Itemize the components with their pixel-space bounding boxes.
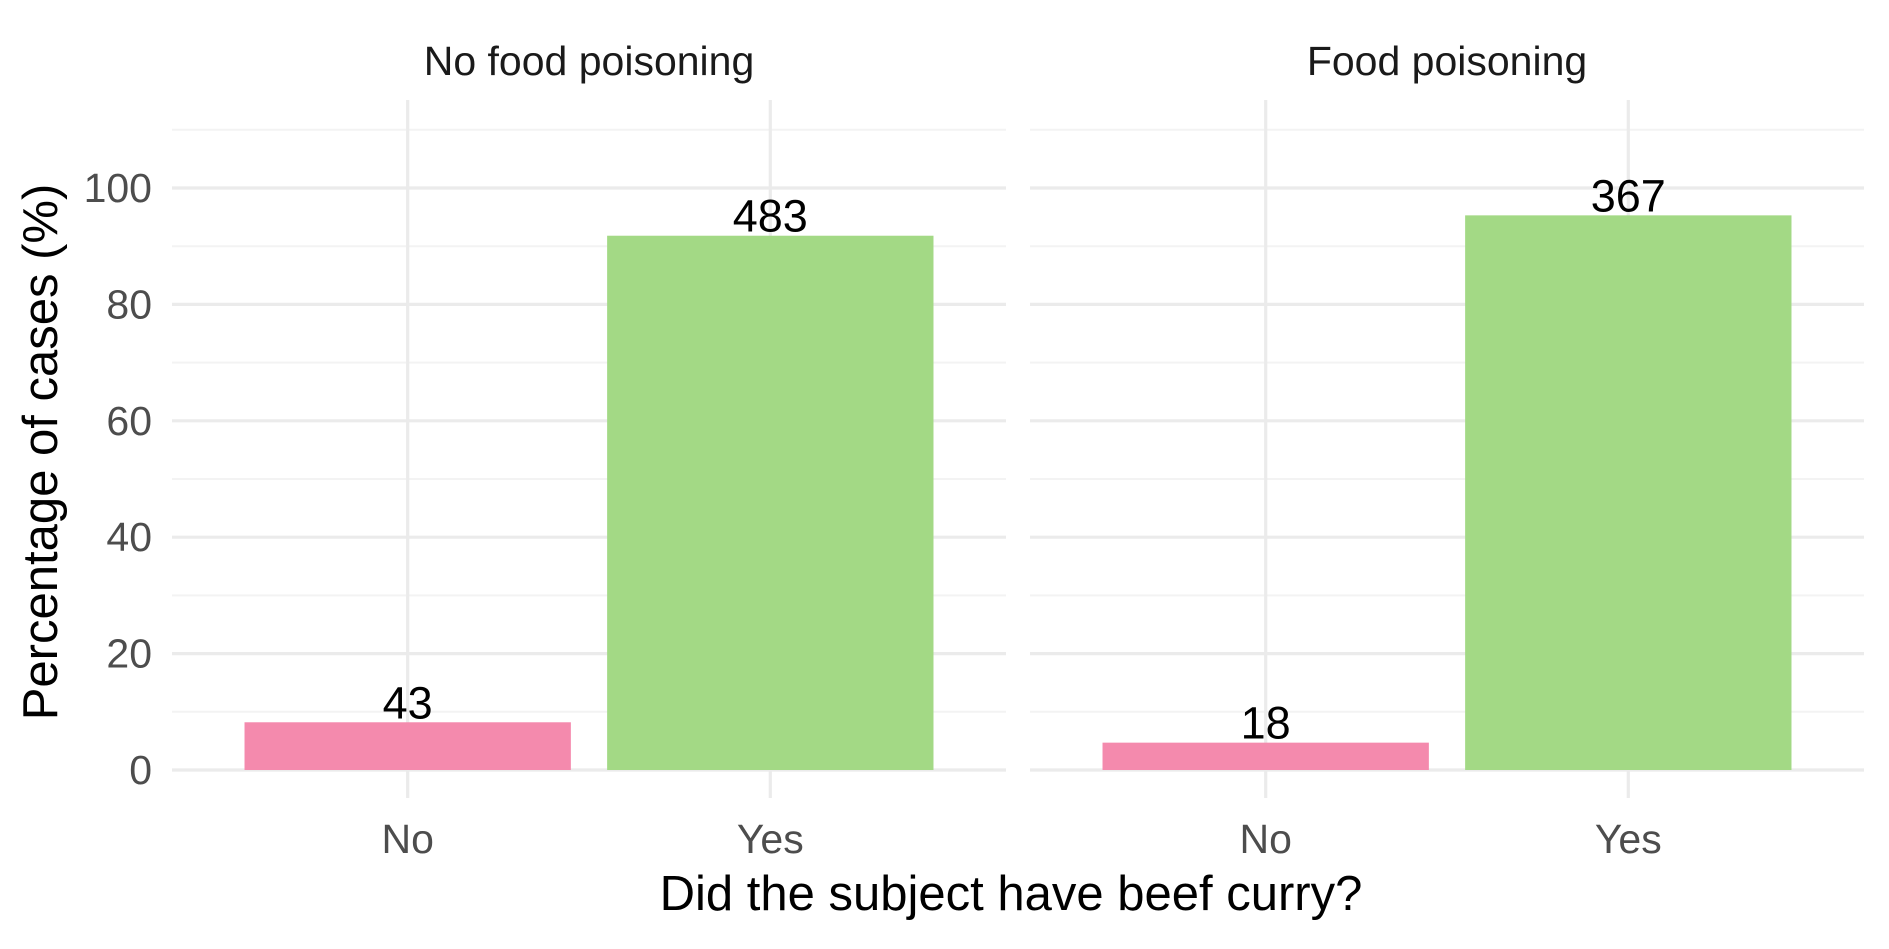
x-tick-label: No (1239, 816, 1291, 862)
bar-no (244, 722, 571, 770)
facet-titles: No food poisoning Food poisoning (424, 38, 1587, 84)
bar-label: 18 (1241, 698, 1291, 749)
x-tick-label: Yes (737, 816, 804, 862)
bar-yes (607, 235, 934, 770)
bar-label: 483 (733, 191, 808, 242)
y-tick-label: 0 (129, 747, 152, 793)
x-axis-title: Did the subject have beef curry? (660, 867, 1363, 921)
bars (244, 215, 1792, 770)
y-tick-label: 20 (106, 631, 152, 677)
bar-yes (1465, 215, 1792, 770)
x-axis-ticks: No Yes No Yes (381, 816, 1661, 862)
x-tick-label: No (381, 816, 433, 862)
y-axis-ticks: 0 20 40 60 80 100 (84, 165, 152, 793)
y-tick-label: 60 (106, 398, 152, 444)
x-tick-label: Yes (1595, 816, 1662, 862)
bar-no (1102, 742, 1429, 770)
y-tick-label: 80 (106, 281, 152, 327)
facet-title: No food poisoning (424, 38, 755, 84)
y-tick-label: 100 (84, 165, 152, 211)
bar-label: 43 (383, 677, 433, 728)
y-tick-label: 40 (106, 514, 152, 560)
bar-label: 367 (1591, 170, 1666, 221)
facet-title: Food poisoning (1307, 38, 1587, 84)
bar-labels: 43 483 18 367 (383, 170, 1666, 748)
y-axis-title: Percentage of cases (%) (14, 184, 68, 721)
